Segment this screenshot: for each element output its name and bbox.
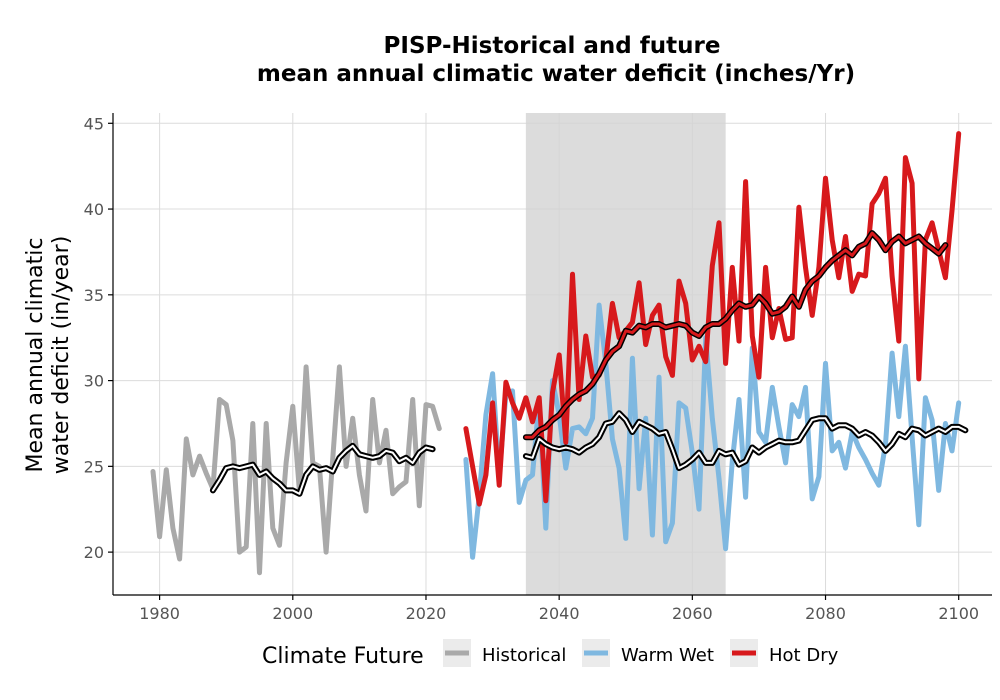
x-tick-label: 2080 xyxy=(805,604,846,623)
y-tick-label: 35 xyxy=(84,286,104,305)
series-historical xyxy=(150,364,442,576)
y-tick-label: 30 xyxy=(84,372,104,391)
y-tick-label: 40 xyxy=(84,200,104,219)
legend-label-warm-wet: Warm Wet xyxy=(621,645,714,666)
x-tick-label: 2040 xyxy=(539,604,580,623)
axis-layer: 20 25 30 35 40 45 1980 2000 2020 2040 2060 2080 2100 xyxy=(84,113,992,623)
legend: Climate Future Historical Warm Wet Hot D… xyxy=(262,639,839,669)
legend-title: Climate Future xyxy=(262,644,424,669)
x-tick-label: 2100 xyxy=(938,604,979,623)
chart-title: PISP-Historical and future xyxy=(384,33,721,59)
x-tick-label: 2060 xyxy=(672,604,713,623)
series-warm-wet-smoothed xyxy=(524,412,967,470)
y-axis-title-line-1: Mean annual climatic xyxy=(23,238,48,473)
legend-label-historical: Historical xyxy=(482,645,566,666)
series-hot-dry xyxy=(463,131,962,507)
y-tick-label: 25 xyxy=(84,457,104,476)
y-tick-label: 45 xyxy=(84,114,104,133)
legend-label-hot-dry: Hot Dry xyxy=(769,645,839,666)
y-axis-title-line-2: water deficit (in/year) xyxy=(49,236,74,475)
series-historical-smoothed xyxy=(211,444,434,495)
legend-entry-historical: Historical xyxy=(443,639,566,667)
x-tick-label: 1980 xyxy=(139,604,180,623)
legend-entry-hot-dry: Hot Dry xyxy=(730,639,839,667)
series-layer xyxy=(150,131,969,576)
series-hot-dry-smoothed xyxy=(524,231,947,439)
y-tick-label: 20 xyxy=(84,543,104,562)
chart-subtitle: mean annual climatic water deficit (inch… xyxy=(257,61,855,87)
x-tick-label: 2020 xyxy=(406,604,447,623)
x-tick-label: 2000 xyxy=(272,604,313,623)
legend-entry-warm-wet: Warm Wet xyxy=(582,639,714,667)
